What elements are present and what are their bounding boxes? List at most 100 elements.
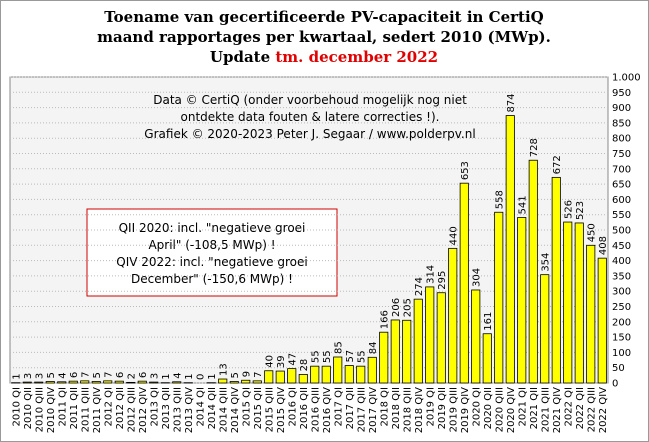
y-tick-label: 650	[612, 180, 631, 191]
x-tick-label: 2020 QI	[471, 387, 482, 426]
bar	[436, 292, 446, 384]
bar	[91, 381, 101, 384]
bar	[218, 378, 228, 384]
data-label: 5	[92, 372, 103, 378]
data-label: 526	[563, 200, 574, 219]
x-tick-label: 2010 QIII	[34, 387, 45, 432]
x-tick-label: 2022 QI	[563, 387, 574, 426]
data-label: 206	[391, 298, 402, 317]
bar	[114, 380, 124, 384]
x-tick-label: 2014 QIII	[218, 387, 229, 432]
x-tick-label: 2018 QIII	[402, 387, 413, 432]
x-tick-label: 2012 QI	[103, 387, 114, 426]
x-tick-label: 2020 QIV	[506, 387, 517, 433]
data-label: 84	[368, 342, 379, 355]
data-label: 295	[437, 271, 448, 290]
data-label: 440	[448, 226, 459, 245]
x-tick-label: 2018 QI	[379, 387, 390, 426]
data-label: 3	[34, 373, 45, 379]
data-label: 7	[253, 371, 264, 377]
annotation-text: April" (-108,5 MWp) !	[148, 238, 275, 252]
info-text: Grafiek © 2020-2023 Peter J. Segaar / ww…	[144, 127, 475, 141]
data-label: 314	[425, 265, 436, 284]
data-label: 728	[529, 138, 540, 157]
y-tick-label: 250	[612, 302, 631, 313]
bar	[586, 244, 596, 384]
data-label: 2	[126, 373, 137, 379]
data-label: 4	[57, 372, 68, 378]
x-tick-label: 2012 QIV	[138, 387, 149, 433]
bar	[425, 286, 435, 384]
x-tick-label: 2014 QII	[207, 387, 218, 429]
bar	[413, 298, 423, 384]
bar	[367, 356, 377, 384]
y-tick-label: 50	[612, 363, 625, 374]
data-label: 354	[540, 253, 551, 272]
data-label: 6	[115, 372, 126, 378]
annotation-text: QIV 2022: incl. "negatieve groei	[116, 255, 307, 269]
y-tick-label: 950	[612, 88, 631, 99]
bar	[45, 381, 55, 384]
bar	[482, 333, 492, 384]
title-update: Update	[210, 48, 270, 66]
annotation-box	[86, 208, 338, 297]
data-label: 558	[494, 190, 505, 209]
title-highlight: tm. december 2022	[275, 48, 438, 66]
data-label: 1	[184, 373, 195, 379]
x-tick-label: 2014 QI	[195, 387, 206, 426]
data-label: 85	[333, 341, 344, 354]
data-label: 304	[471, 268, 482, 287]
bar	[471, 289, 481, 384]
bar	[344, 365, 354, 384]
x-tick-label: 2016 QIV	[322, 387, 333, 433]
y-tick-label: 1.000	[612, 73, 641, 84]
x-tick-label: 2010 QI	[11, 387, 22, 426]
x-tick-label: 2012 QIII	[126, 387, 137, 432]
x-tick-label: 2017 QIII	[356, 387, 367, 432]
x-tick-label: 2013 QII	[161, 387, 172, 429]
y-tick-label: 600	[612, 195, 631, 206]
data-label: 1	[11, 373, 22, 379]
bar	[241, 379, 251, 384]
y-tick-label: 700	[612, 164, 631, 175]
data-label: 161	[483, 312, 494, 331]
info-text: Data © CertiQ (onder voorbehoud mogelijk…	[153, 93, 467, 107]
x-tick-label: 2019 QIV	[460, 387, 471, 433]
x-tick-label: 2010 QII	[23, 387, 34, 429]
x-tick-label: 2010 QIV	[46, 387, 57, 433]
bar	[402, 319, 412, 384]
bar	[379, 331, 389, 384]
data-label: 5	[46, 372, 57, 378]
bar	[333, 356, 343, 384]
info-text: ontdekte data fouten & latere correcties…	[181, 110, 440, 124]
bar	[80, 380, 90, 384]
x-tick-label: 2017 QIV	[368, 387, 379, 433]
x-tick-label: 2015 QI	[241, 387, 252, 426]
bar	[126, 381, 136, 384]
bar	[528, 159, 538, 384]
bar	[517, 217, 527, 384]
bar	[310, 365, 320, 384]
x-tick-label: 2017 QI	[333, 387, 344, 426]
data-label: 450	[586, 223, 597, 242]
data-label: 4	[172, 372, 183, 378]
x-tick-label: 2021 QIII	[540, 387, 551, 432]
x-tick-label: 2019 QII	[437, 387, 448, 429]
data-label: 672	[552, 155, 563, 174]
bar	[298, 374, 308, 384]
x-tick-label: 2020 QII	[483, 387, 494, 429]
bar	[563, 221, 573, 384]
y-tick-label: 500	[612, 226, 631, 237]
bar	[356, 365, 366, 384]
bar	[287, 368, 297, 384]
x-tick-label: 2013 QIII	[172, 387, 183, 432]
x-tick-label: 2013 QI	[149, 387, 160, 426]
x-tick-label: 2013 QIV	[184, 387, 195, 433]
bar	[459, 182, 469, 384]
data-label: 1	[161, 373, 172, 379]
x-tick-label: 2011 QIII	[80, 387, 91, 432]
data-label: 28	[299, 359, 310, 372]
bar	[551, 176, 561, 384]
x-tick-label: 2012 QII	[115, 387, 126, 429]
